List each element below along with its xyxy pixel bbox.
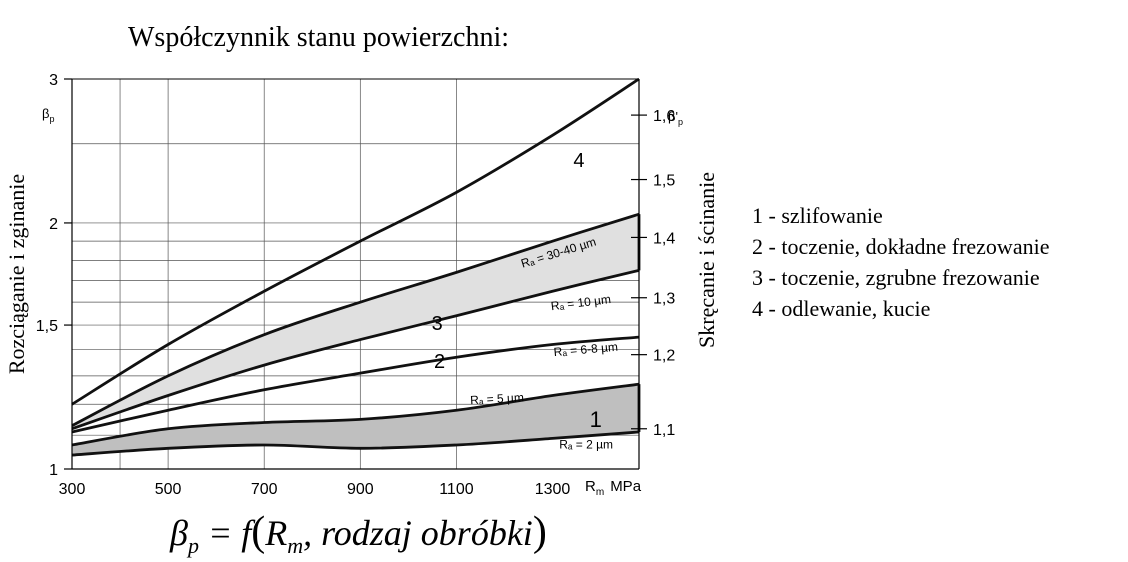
curves bbox=[71, 77, 641, 457]
x-tick-label: 500 bbox=[155, 481, 182, 498]
x-ticks: 300 500 700 900 1100 1300 bbox=[59, 481, 571, 498]
curve-label-4: 4 bbox=[573, 150, 584, 172]
y-left-ticks: 1 1,5 2 3 bbox=[36, 72, 72, 479]
formula-r: R bbox=[265, 513, 288, 553]
x-tick-label: 700 bbox=[251, 481, 278, 498]
series-curve bbox=[71, 77, 640, 406]
x-tick-label: 1300 bbox=[535, 481, 571, 498]
y-right-tick-label: 1,2 bbox=[653, 348, 675, 365]
formula-close: ) bbox=[532, 509, 547, 555]
x-tick-label: 900 bbox=[347, 481, 374, 498]
legend-item-2: 2 - toczenie, dokładne frezowanie bbox=[752, 234, 1050, 259]
x-axis-label: Rm MPa bbox=[585, 478, 642, 498]
y-left-tick-label: 1,5 bbox=[36, 318, 58, 335]
curve-labels: 1 2 3 4 bbox=[432, 150, 602, 432]
y-left-axis-label: Rozciąganie i zginanie bbox=[4, 174, 29, 374]
series-curve bbox=[71, 335, 640, 434]
y-right-tick-label: 1,4 bbox=[653, 230, 675, 247]
x-tick-label: 300 bbox=[59, 481, 86, 498]
y-right-tick-label: 1,5 bbox=[653, 173, 675, 190]
series-curve bbox=[71, 430, 640, 457]
legend-item-1: 1 - szlifowanie bbox=[752, 203, 883, 228]
formula-open: ( bbox=[251, 509, 266, 555]
series-curve bbox=[71, 268, 640, 431]
y-right-symbol: β'p bbox=[668, 109, 683, 127]
legend: 1 - szlifowanie 2 - toczenie, dokładne f… bbox=[752, 200, 1049, 324]
bands bbox=[72, 214, 639, 456]
curve-label-3: 3 bbox=[432, 313, 443, 335]
y-right-tick-label: 1,3 bbox=[653, 291, 675, 308]
y-left-tick-label: 1 bbox=[49, 462, 58, 479]
formula-beta-sub: p bbox=[187, 533, 199, 559]
y-left-tick-label: 2 bbox=[49, 216, 58, 233]
ra-label: Rₐ = 6-8 µm bbox=[553, 340, 618, 360]
formula: βp = f(Rm, rodzaj obróbki) bbox=[170, 508, 547, 559]
x-tick-label: 1100 bbox=[439, 481, 474, 498]
curve-label-2: 2 bbox=[434, 351, 445, 373]
band-1 bbox=[72, 384, 639, 456]
series-curve bbox=[71, 212, 640, 427]
ra-label: Rₐ = 2 µm bbox=[559, 437, 613, 451]
formula-rest: , rodzaj obróbki bbox=[303, 513, 533, 553]
y-right-ticks: 1,1 1,2 1,3 1,4 1,5 1,6 bbox=[631, 108, 675, 439]
y-right-tick-label: 1,6 bbox=[653, 108, 675, 125]
formula-eq: = f bbox=[198, 513, 252, 553]
series-curve bbox=[71, 382, 640, 447]
formula-beta: β bbox=[170, 513, 188, 553]
legend-item-3: 3 - toczenie, zgrubne frezowanie bbox=[752, 265, 1040, 290]
legend-item-4: 4 - odlewanie, kucie bbox=[752, 296, 931, 321]
band-2 bbox=[72, 214, 639, 429]
y-left-tick-label: 3 bbox=[49, 72, 58, 89]
curve-label-1: 1 bbox=[590, 407, 602, 432]
formula-r-sub: m bbox=[287, 533, 304, 559]
y-right-axis-label: Skręcanie i ścinanie bbox=[694, 172, 719, 348]
y-right-tick-label: 1,1 bbox=[653, 422, 675, 439]
chart-title: Współczynnik stanu powierzchni: bbox=[128, 22, 510, 53]
ra-label: Rₐ = 5 µm bbox=[470, 390, 524, 407]
y-left-symbol: βp bbox=[42, 106, 55, 124]
